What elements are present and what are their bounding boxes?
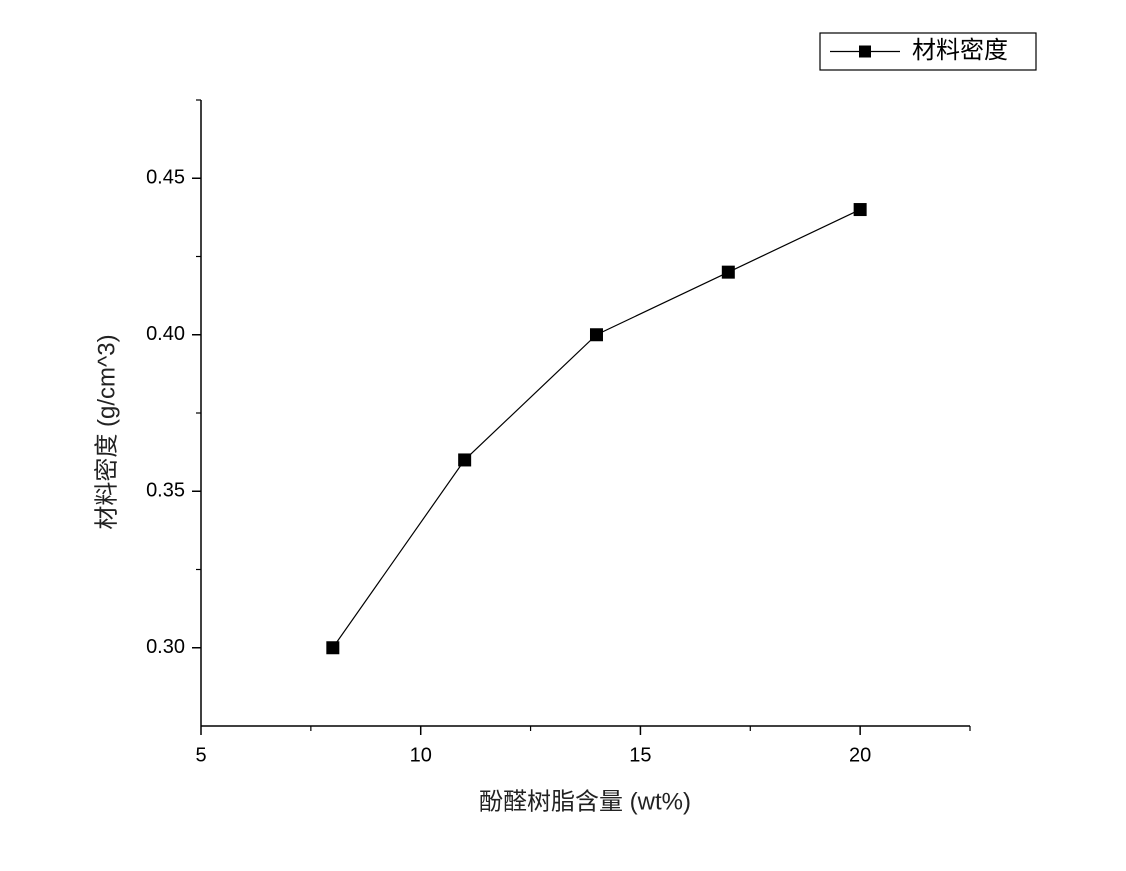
x-tick-label: 5 [195,744,206,766]
y-axis-title: 材料密度 (g/cm^3) [93,334,120,529]
legend-label: 材料密度 [912,37,1008,64]
legend-marker [859,45,871,58]
marker [326,641,340,655]
y-tick-label: 0.40 [146,323,185,345]
marker [853,203,867,217]
y-tick-label: 0.30 [146,636,185,658]
legend-box [819,32,1037,71]
marker [721,265,735,279]
y-tick-label: 0.45 [146,167,185,189]
series-line [332,209,861,649]
x-tick-label: 10 [410,744,432,766]
y-tick-label: 0.35 [146,480,185,502]
marker [589,328,603,342]
x-axis-title: 酚醛树脂含量 (wt%) [479,788,691,815]
x-tick-label: 15 [629,744,651,766]
x-tick-label: 20 [849,744,871,766]
marker [458,453,472,467]
